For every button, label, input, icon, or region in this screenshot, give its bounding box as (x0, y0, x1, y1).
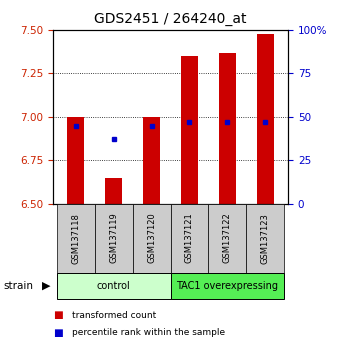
Text: control: control (97, 281, 131, 291)
Text: TAC1 overexpressing: TAC1 overexpressing (176, 281, 278, 291)
Bar (219, 53, 236, 204)
Text: GSM137120: GSM137120 (147, 213, 156, 263)
Text: GSM137123: GSM137123 (261, 213, 270, 263)
Text: transformed count: transformed count (72, 310, 156, 320)
Bar (57, 273, 170, 299)
Bar (57, 204, 94, 273)
Bar (105, 177, 122, 204)
Bar (143, 117, 160, 204)
Bar (257, 34, 274, 204)
Bar (208, 204, 247, 273)
Text: GSM137122: GSM137122 (223, 213, 232, 263)
Text: strain: strain (3, 281, 33, 291)
Bar (133, 204, 170, 273)
Text: ▶: ▶ (42, 281, 50, 291)
Text: ■: ■ (53, 328, 63, 338)
Text: GSM137121: GSM137121 (185, 213, 194, 263)
Text: GDS2451 / 264240_at: GDS2451 / 264240_at (94, 12, 247, 27)
Bar (94, 204, 133, 273)
Text: GSM137119: GSM137119 (109, 213, 118, 263)
Text: GSM137118: GSM137118 (71, 213, 80, 263)
Bar (170, 204, 208, 273)
Text: percentile rank within the sample: percentile rank within the sample (72, 328, 225, 337)
Bar (181, 56, 198, 204)
Bar (67, 117, 84, 204)
Bar (170, 273, 284, 299)
Bar (247, 204, 284, 273)
Text: ■: ■ (53, 310, 63, 320)
